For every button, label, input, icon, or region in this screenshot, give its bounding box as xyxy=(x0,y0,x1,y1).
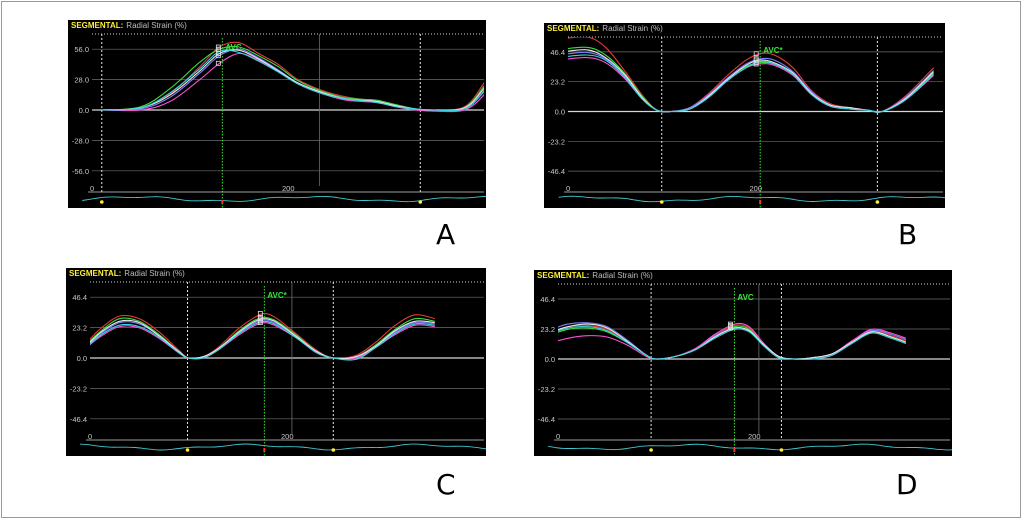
segment-curve xyxy=(90,316,435,360)
strain-panel-d: 46.4 23.2 0.0 -23.2 -46.4 AVC 0 200 SEGMENTAL: R… xyxy=(534,270,952,456)
ecg-avc-tick xyxy=(221,200,224,204)
y-tick-label: 23.2 xyxy=(540,325,555,334)
segmental-label: SEGMENTAL: xyxy=(71,21,124,30)
ecg-trace xyxy=(80,443,486,451)
segment-curves xyxy=(558,322,907,360)
panel-letter-c: C xyxy=(436,468,456,501)
y-tick-label: 0.0 xyxy=(545,355,555,364)
x-tick-label: 200 xyxy=(282,184,295,193)
y-tick-label: 28.0 xyxy=(74,76,89,85)
x-tick-label: 200 xyxy=(281,432,294,441)
x-tick-label: 200 xyxy=(750,184,763,193)
segmental-label: SEGMENTAL: xyxy=(69,269,122,278)
strain-label: Radial Strain (%) xyxy=(124,269,185,278)
segment-curve xyxy=(558,325,907,360)
segment-curves xyxy=(101,41,484,113)
panel-letter-d: D xyxy=(896,468,918,501)
y-tick-label: 46.4 xyxy=(540,295,555,304)
y-tick-label: 56.0 xyxy=(74,45,89,54)
strain-chart-b: 46.4 23.2 0.0 -23.2 -46.4 AVC* 0 200 xyxy=(548,36,945,208)
y-tick-label: -28.0 xyxy=(72,136,89,145)
ecg-event-dot xyxy=(779,448,784,452)
panel-header-d: SEGMENTAL: Radial Strain (%) xyxy=(535,271,655,280)
plot-area: 46.4 23.2 0.0 -23.2 -46.4 AVC 0 200 xyxy=(538,283,952,456)
y-tick-label: 0.0 xyxy=(79,106,89,115)
peak-marker xyxy=(215,60,221,66)
y-tick-label: -46.4 xyxy=(70,415,87,424)
plot-area: 46.4 23.2 0.0 -23.2 -46.4 AVC* 0 200 xyxy=(70,281,486,456)
ecg-event-dot xyxy=(649,448,653,452)
segment-curves xyxy=(568,37,934,113)
segment-curve xyxy=(101,49,484,112)
panel-letter-a: A xyxy=(436,218,456,251)
y-tick-label: -23.2 xyxy=(538,385,555,394)
y-tick-label: 0.0 xyxy=(77,354,87,363)
strain-label: Radial Strain (%) xyxy=(602,24,663,33)
y-tick-label: -46.4 xyxy=(538,415,555,424)
ecg-trace xyxy=(558,195,945,203)
y-tick-label: -23.2 xyxy=(548,137,565,146)
y-tick-label: 0.0 xyxy=(555,108,565,117)
y-tick-label: -46.4 xyxy=(548,167,565,176)
x-tick-label: 0 xyxy=(556,432,560,441)
ecg-avc-tick xyxy=(263,448,266,452)
ecg-trace xyxy=(548,443,952,451)
strain-panel-c: 46.4 23.2 0.0 -23.2 -46.4 AVC* 0 200 SEGMENTAL:… xyxy=(66,268,486,456)
ecg-avc-tick xyxy=(759,200,762,204)
strain-label: Radial Strain (%) xyxy=(126,21,187,30)
segment-curve xyxy=(90,318,435,360)
peak-marker xyxy=(753,57,759,63)
avc-label: AVC xyxy=(225,43,242,52)
segment-curve xyxy=(90,320,435,361)
segmental-label: SEGMENTAL: xyxy=(547,24,600,33)
strain-panel-a: 56.0 28.0 0.0 -28.0 -56.0 AVC 0 200 SEGMENTAL: R… xyxy=(68,20,486,208)
ecg-event-dot xyxy=(875,200,880,204)
ecg-event-dot xyxy=(185,448,190,452)
segmental-label: SEGMENTAL: xyxy=(537,271,590,280)
plot-area: 56.0 28.0 0.0 -28.0 -56.0 AVC 0 200 xyxy=(72,33,486,208)
strain-chart-d: 46.4 23.2 0.0 -23.2 -46.4 AVC 0 200 xyxy=(538,283,952,456)
segment-curve xyxy=(558,323,907,360)
panel-header-c: SEGMENTAL: Radial Strain (%) xyxy=(67,269,187,278)
panel-header-a: SEGMENTAL: Radial Strain (%) xyxy=(69,21,189,30)
panel-letter-b: B xyxy=(898,218,918,251)
ecg-event-dot xyxy=(331,448,336,452)
strain-chart-a: 56.0 28.0 0.0 -28.0 -56.0 AVC 0 200 xyxy=(72,33,486,208)
strain-label: Radial Strain (%) xyxy=(592,271,653,280)
y-tick-label: 46.4 xyxy=(550,48,565,57)
strain-panel-b: 46.4 23.2 0.0 -23.2 -46.4 AVC* 0 200 SEGMENTAL:… xyxy=(544,23,945,208)
y-tick-label: 46.4 xyxy=(72,293,87,302)
avc-label: AVC* xyxy=(763,46,783,55)
ecg-event-dot xyxy=(100,200,104,204)
ecg-avc-tick xyxy=(733,448,736,452)
x-tick-label: 0 xyxy=(566,184,570,193)
peak-marker xyxy=(215,51,221,56)
peak-marker xyxy=(727,325,733,331)
y-tick-label: -23.2 xyxy=(70,384,87,393)
avc-label: AVC xyxy=(737,293,754,302)
x-tick-label: 200 xyxy=(748,432,761,441)
ecg-event-dot xyxy=(659,200,664,204)
peak-marker xyxy=(257,316,263,322)
segment-curves xyxy=(90,312,435,361)
segment-curve xyxy=(558,322,907,360)
y-tick-label: 23.2 xyxy=(72,324,87,333)
panel-header-b: SEGMENTAL: Radial Strain (%) xyxy=(545,24,665,33)
peak-marker xyxy=(753,51,759,57)
ecg-event-dot xyxy=(418,200,423,204)
y-tick-label: -56.0 xyxy=(72,167,89,176)
segment-curve xyxy=(568,54,934,113)
ecg-trace xyxy=(82,195,486,203)
x-tick-label: 0 xyxy=(90,184,94,193)
segment-curve xyxy=(90,312,435,360)
x-tick-label: 0 xyxy=(88,432,92,441)
y-tick-label: 23.2 xyxy=(550,78,565,87)
plot-area: 46.4 23.2 0.0 -23.2 -46.4 AVC* 0 200 xyxy=(548,36,945,208)
strain-chart-c: 46.4 23.2 0.0 -23.2 -46.4 AVC* 0 200 xyxy=(70,281,486,456)
avc-label: AVC* xyxy=(267,291,287,300)
